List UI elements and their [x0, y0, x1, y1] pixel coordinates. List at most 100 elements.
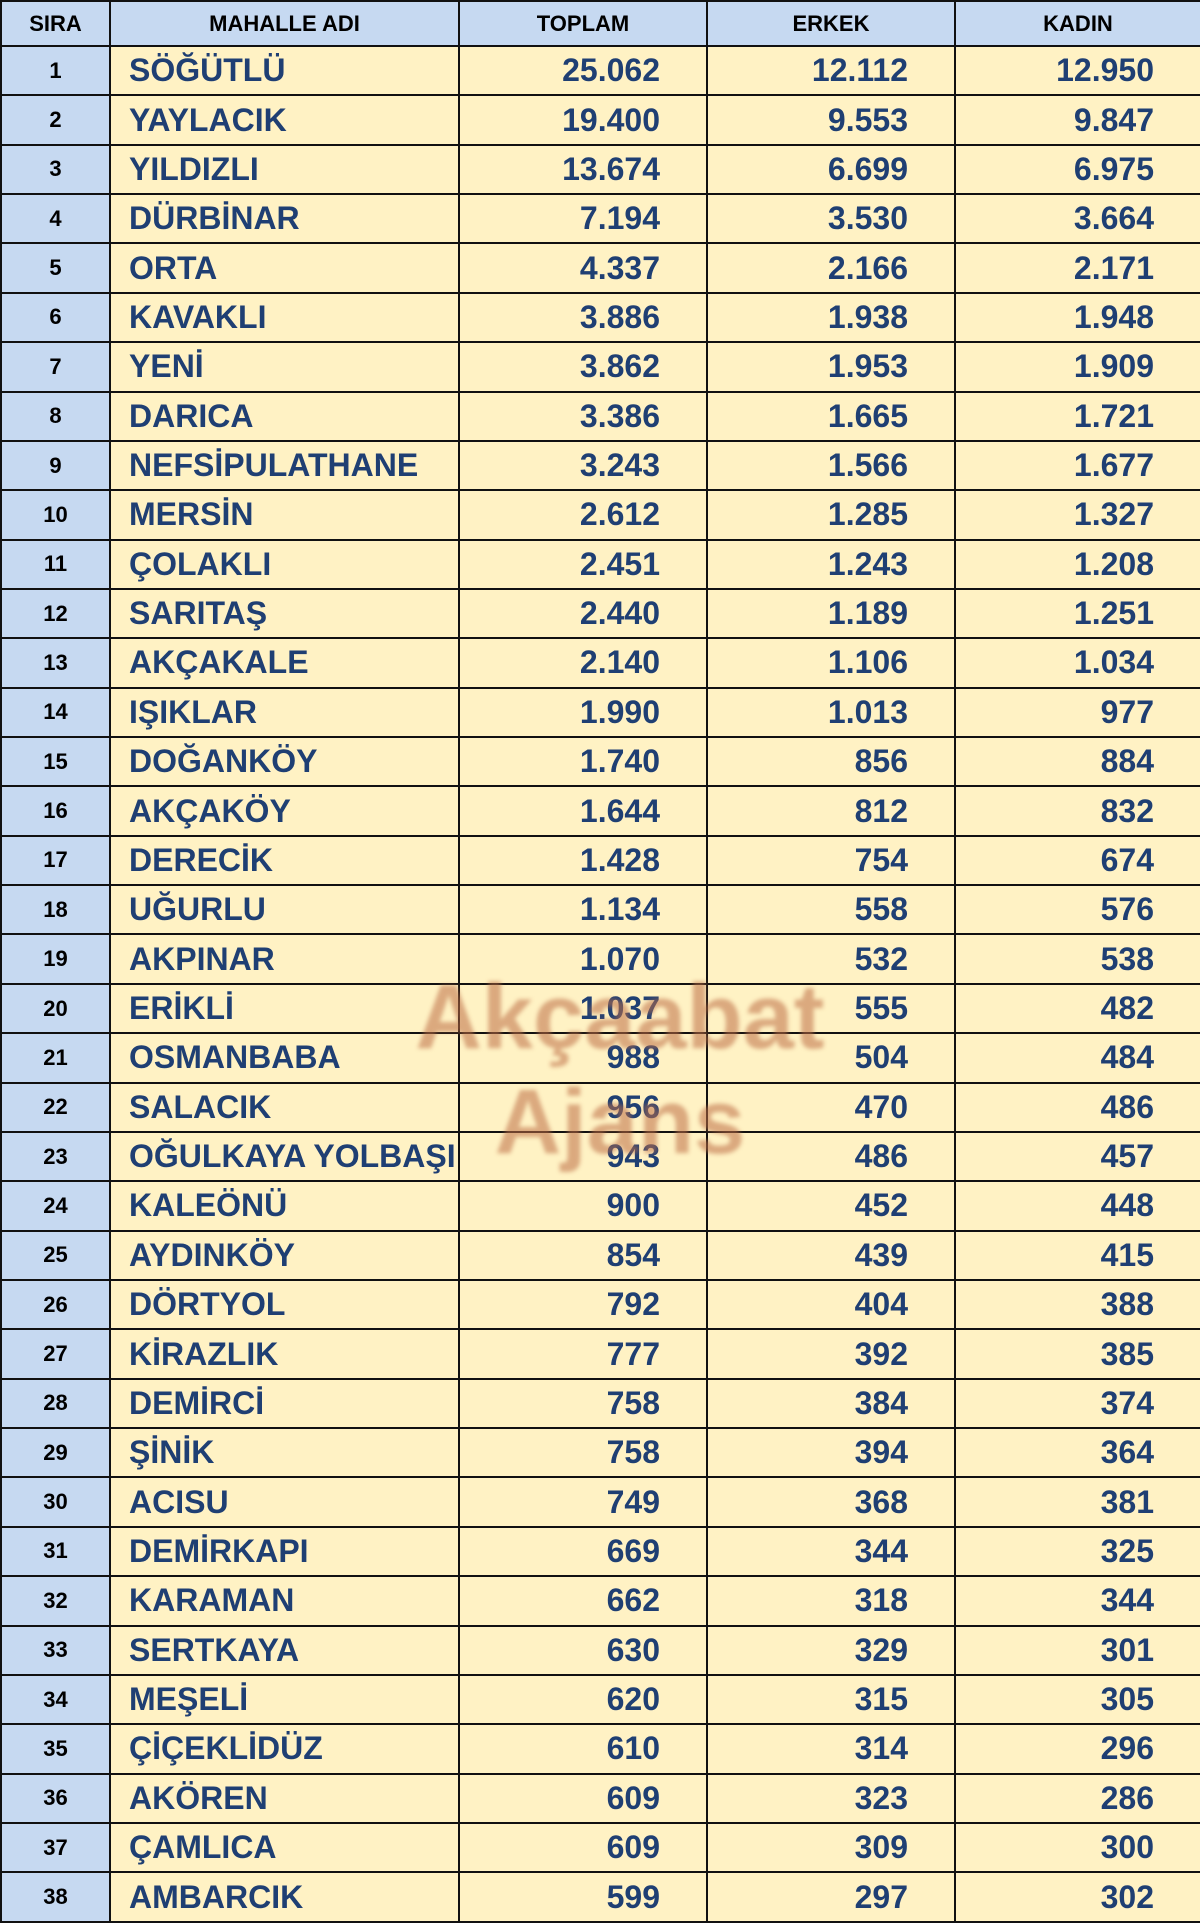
female-cell: 381 [954, 1476, 1200, 1528]
rank-cell: 15 [0, 736, 111, 788]
rank-cell: 2 [0, 94, 111, 146]
neighborhood-cell: SARITAŞ [109, 587, 460, 640]
total-cell: 1.070 [458, 933, 708, 985]
rank-cell: 10 [0, 489, 111, 541]
male-cell: 404 [706, 1278, 956, 1331]
male-cell: 1.938 [706, 291, 956, 344]
total-cell: 1.644 [458, 785, 708, 837]
table-body: 1 SÖĞÜTLÜ 25.062 12.112 12.950 2 YAYLACIK 19.40… [0, 44, 1200, 1923]
female-cell: 364 [954, 1427, 1200, 1479]
total-cell: 2.140 [458, 637, 708, 689]
neighborhood-cell: DEMİRKAPI [109, 1525, 460, 1578]
table-row: 30 ACISU 749 368 381 [0, 1476, 1200, 1528]
total-cell: 1.990 [458, 686, 708, 739]
neighborhood-cell: DARICA [109, 390, 460, 442]
total-cell: 630 [458, 1624, 708, 1676]
rank-cell: 38 [0, 1871, 111, 1923]
female-cell: 448 [954, 1180, 1200, 1232]
header-row: SIRA MAHALLE ADI TOPLAM ERKEK KADIN [0, 0, 1200, 47]
male-cell: 323 [706, 1772, 956, 1824]
total-cell: 3.862 [458, 341, 708, 393]
male-cell: 504 [706, 1032, 956, 1084]
male-cell: 314 [706, 1723, 956, 1775]
female-cell: 674 [954, 834, 1200, 887]
male-cell: 2.166 [706, 242, 956, 294]
male-cell: 297 [706, 1871, 956, 1923]
total-cell: 1.037 [458, 982, 708, 1035]
total-cell: 669 [458, 1525, 708, 1578]
female-cell: 286 [954, 1772, 1200, 1824]
table-row: 6 KAVAKLI 3.886 1.938 1.948 [0, 291, 1200, 344]
table-row: 22 SALACIK 956 470 486 [0, 1081, 1200, 1133]
neighborhood-cell: DOĞANKÖY [109, 736, 460, 788]
neighborhood-cell: ACISU [109, 1476, 460, 1528]
rank-cell: 16 [0, 785, 111, 837]
rank-cell: 30 [0, 1476, 111, 1528]
male-cell: 394 [706, 1427, 956, 1479]
table-row: 10 MERSİN 2.612 1.285 1.327 [0, 489, 1200, 541]
male-cell: 344 [706, 1525, 956, 1578]
rank-cell: 28 [0, 1377, 111, 1430]
rank-cell: 4 [0, 193, 111, 245]
total-cell: 19.400 [458, 94, 708, 146]
female-cell: 1.208 [954, 538, 1200, 590]
table-row: 38 AMBARCIK 599 297 302 [0, 1871, 1200, 1923]
female-cell: 325 [954, 1525, 1200, 1578]
female-cell: 12.950 [954, 44, 1200, 97]
header-cell: SIRA [0, 0, 111, 47]
total-cell: 988 [458, 1032, 708, 1084]
total-cell: 13.674 [458, 143, 708, 196]
rank-cell: 31 [0, 1525, 111, 1578]
female-cell: 538 [954, 933, 1200, 985]
table-row: 17 DERECİK 1.428 754 674 [0, 834, 1200, 887]
table-row: 26 DÖRTYOL 792 404 388 [0, 1278, 1200, 1331]
total-cell: 1.740 [458, 736, 708, 788]
rank-cell: 21 [0, 1032, 111, 1084]
header-cell: KADIN [954, 0, 1200, 47]
female-cell: 9.847 [954, 94, 1200, 146]
rank-cell: 9 [0, 439, 111, 492]
total-cell: 7.194 [458, 193, 708, 245]
male-cell: 392 [706, 1328, 956, 1380]
neighborhood-cell: YENİ [109, 341, 460, 393]
female-cell: 301 [954, 1624, 1200, 1676]
male-cell: 754 [706, 834, 956, 887]
total-cell: 900 [458, 1180, 708, 1232]
male-cell: 329 [706, 1624, 956, 1676]
total-cell: 662 [458, 1575, 708, 1627]
female-cell: 884 [954, 736, 1200, 788]
male-cell: 532 [706, 933, 956, 985]
table-row: 24 KALEÖNÜ 900 452 448 [0, 1180, 1200, 1232]
rank-cell: 11 [0, 538, 111, 590]
female-cell: 300 [954, 1821, 1200, 1874]
total-cell: 777 [458, 1328, 708, 1380]
rank-cell: 23 [0, 1130, 111, 1183]
female-cell: 2.171 [954, 242, 1200, 294]
rank-cell: 5 [0, 242, 111, 294]
neighborhood-cell: ORTA [109, 242, 460, 294]
male-cell: 384 [706, 1377, 956, 1430]
rank-cell: 14 [0, 686, 111, 739]
rank-cell: 7 [0, 341, 111, 393]
neighborhood-cell: OSMANBABA [109, 1032, 460, 1084]
female-cell: 305 [954, 1673, 1200, 1726]
total-cell: 2.612 [458, 489, 708, 541]
female-cell: 296 [954, 1723, 1200, 1775]
table-row: 8 DARICA 3.386 1.665 1.721 [0, 390, 1200, 442]
total-cell: 2.451 [458, 538, 708, 590]
female-cell: 576 [954, 884, 1200, 936]
table-row: 34 MEŞELİ 620 315 305 [0, 1673, 1200, 1726]
male-cell: 452 [706, 1180, 956, 1232]
neighborhood-cell: DEMİRCİ [109, 1377, 460, 1430]
total-cell: 758 [458, 1377, 708, 1430]
rank-cell: 37 [0, 1821, 111, 1874]
female-cell: 374 [954, 1377, 1200, 1430]
neighborhood-cell: SÖĞÜTLÜ [109, 44, 460, 97]
table-row: 1 SÖĞÜTLÜ 25.062 12.112 12.950 [0, 44, 1200, 97]
table-row: 32 KARAMAN 662 318 344 [0, 1575, 1200, 1627]
total-cell: 3.243 [458, 439, 708, 492]
male-cell: 9.553 [706, 94, 956, 146]
table-row: 13 AKÇAKALE 2.140 1.106 1.034 [0, 637, 1200, 689]
total-cell: 1.428 [458, 834, 708, 887]
